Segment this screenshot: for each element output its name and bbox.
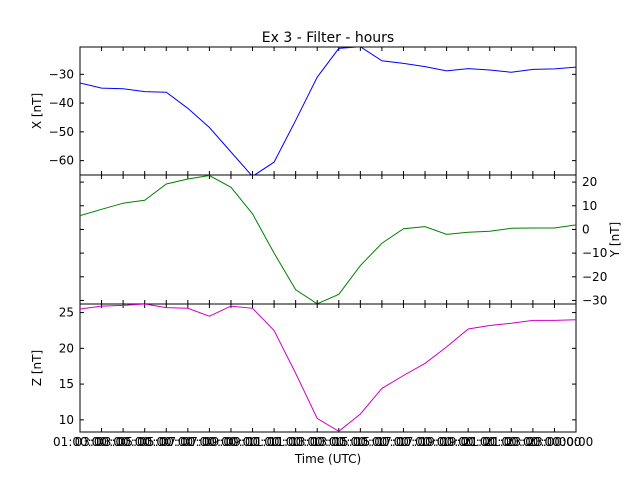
panel-2-series-line (80, 176, 576, 304)
panel-2-ytick-label: −20 (582, 270, 607, 284)
panel-2-ytick-label: 10 (582, 199, 597, 213)
panel-1-ytick-label: −30 (49, 67, 74, 81)
x-tick-label: 00:00 (559, 435, 594, 449)
x-tick-label: 23:00:00 (506, 435, 560, 449)
panel-2-ytick-label: 0 (582, 222, 590, 236)
panel-2-frame (80, 175, 576, 304)
panel-3-frame (80, 304, 576, 432)
panel-1-ytick-label: −40 (49, 96, 74, 110)
panel-2-ytick-label: −30 (582, 293, 607, 307)
panel-2-ytick-label: −10 (582, 246, 607, 260)
panel-1-frame (80, 47, 576, 175)
panel-1-ytick-label: −60 (49, 154, 74, 168)
chart-title: Ex 3 - Filter - hours (262, 30, 394, 46)
panel-3-series-line (80, 304, 576, 431)
panel-3-ytick-label: 25 (59, 306, 74, 320)
panel-3-ytick-label: 10 (59, 413, 74, 427)
panel-3-ytick-label: 15 (59, 377, 74, 391)
panel-2-ytick-label: 20 (582, 175, 597, 189)
x-axis-title: Time (UTC) (294, 452, 361, 466)
panel-3-y-axis-title: Z [nT] (30, 350, 44, 386)
panel-1-series-line (80, 47, 576, 177)
panel-3-ytick-label: 20 (59, 341, 74, 355)
panel-1-ytick-label: −50 (49, 125, 74, 139)
panel-1-y-axis-title: X [nT] (30, 93, 44, 129)
panel-2-y-axis-title: Y [nT] (608, 222, 622, 258)
plot-layer: −60 −50 −40 −30 X [nT] −30 −20 −10 0 10 20 Y [nT] 10… (30, 47, 622, 449)
